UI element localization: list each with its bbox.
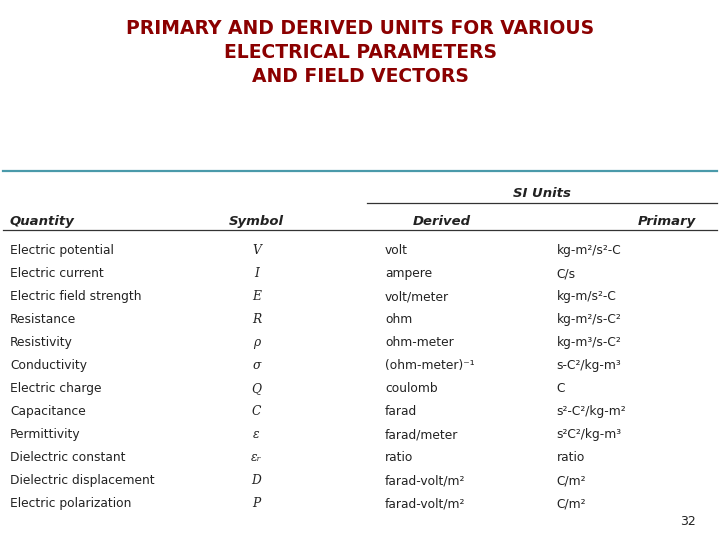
- Text: SI Units: SI Units: [513, 187, 571, 200]
- Text: Dielectric displacement: Dielectric displacement: [10, 474, 155, 487]
- Text: s²-C²/kg-m²: s²-C²/kg-m²: [557, 405, 626, 418]
- Text: Capacitance: Capacitance: [10, 405, 86, 418]
- Text: farad-volt/m²: farad-volt/m²: [385, 497, 465, 510]
- Text: Resistivity: Resistivity: [10, 336, 73, 349]
- Text: Derived: Derived: [413, 215, 471, 228]
- Text: Symbol: Symbol: [229, 215, 284, 228]
- Text: P: P: [252, 497, 261, 510]
- Text: kg-m²/s-C²: kg-m²/s-C²: [557, 313, 621, 326]
- Text: C: C: [252, 405, 261, 418]
- Text: Electric polarization: Electric polarization: [10, 497, 131, 510]
- Text: kg-m/s²-C: kg-m/s²-C: [557, 291, 616, 303]
- Text: I: I: [254, 267, 259, 280]
- Text: Q: Q: [251, 382, 261, 395]
- Text: Primary: Primary: [637, 215, 696, 228]
- Text: PRIMARY AND DERIVED UNITS FOR VARIOUS
ELECTRICAL PARAMETERS
AND FIELD VECTORS: PRIMARY AND DERIVED UNITS FOR VARIOUS EL…: [126, 19, 594, 86]
- Text: V: V: [252, 244, 261, 258]
- Text: ratio: ratio: [385, 451, 413, 464]
- Text: ε: ε: [253, 428, 260, 441]
- Text: C: C: [557, 382, 565, 395]
- Text: 32: 32: [680, 515, 696, 528]
- Text: farad-volt/m²: farad-volt/m²: [385, 474, 465, 487]
- Text: ohm: ohm: [385, 313, 413, 326]
- Text: ratio: ratio: [557, 451, 585, 464]
- Text: ohm-meter: ohm-meter: [385, 336, 454, 349]
- Text: Electric current: Electric current: [10, 267, 104, 280]
- Text: Electric potential: Electric potential: [10, 244, 114, 258]
- Text: coulomb: coulomb: [385, 382, 438, 395]
- Text: εᵣ: εᵣ: [251, 451, 262, 464]
- Text: Resistance: Resistance: [10, 313, 76, 326]
- Text: E: E: [252, 291, 261, 303]
- Text: D: D: [251, 474, 261, 487]
- Text: farad/meter: farad/meter: [385, 428, 459, 441]
- Text: C/s: C/s: [557, 267, 575, 280]
- Text: farad: farad: [385, 405, 418, 418]
- Text: Dielectric constant: Dielectric constant: [10, 451, 125, 464]
- Text: Conductivity: Conductivity: [10, 359, 87, 372]
- Text: Electric charge: Electric charge: [10, 382, 102, 395]
- Text: s-C²/kg-m³: s-C²/kg-m³: [557, 359, 621, 372]
- Text: volt/meter: volt/meter: [385, 291, 449, 303]
- Text: ρ: ρ: [253, 336, 260, 349]
- Text: R: R: [252, 313, 261, 326]
- Text: kg-m³/s-C²: kg-m³/s-C²: [557, 336, 621, 349]
- Text: Quantity: Quantity: [10, 215, 75, 228]
- Text: ampere: ampere: [385, 267, 432, 280]
- Text: C/m²: C/m²: [557, 474, 586, 487]
- Text: kg-m²/s²-C: kg-m²/s²-C: [557, 244, 621, 258]
- Text: C/m²: C/m²: [557, 497, 586, 510]
- Text: Permittivity: Permittivity: [10, 428, 81, 441]
- Text: (ohm-meter)⁻¹: (ohm-meter)⁻¹: [385, 359, 474, 372]
- Text: σ: σ: [252, 359, 261, 372]
- Text: Electric field strength: Electric field strength: [10, 291, 141, 303]
- Text: volt: volt: [385, 244, 408, 258]
- Text: s²C²/kg-m³: s²C²/kg-m³: [557, 428, 621, 441]
